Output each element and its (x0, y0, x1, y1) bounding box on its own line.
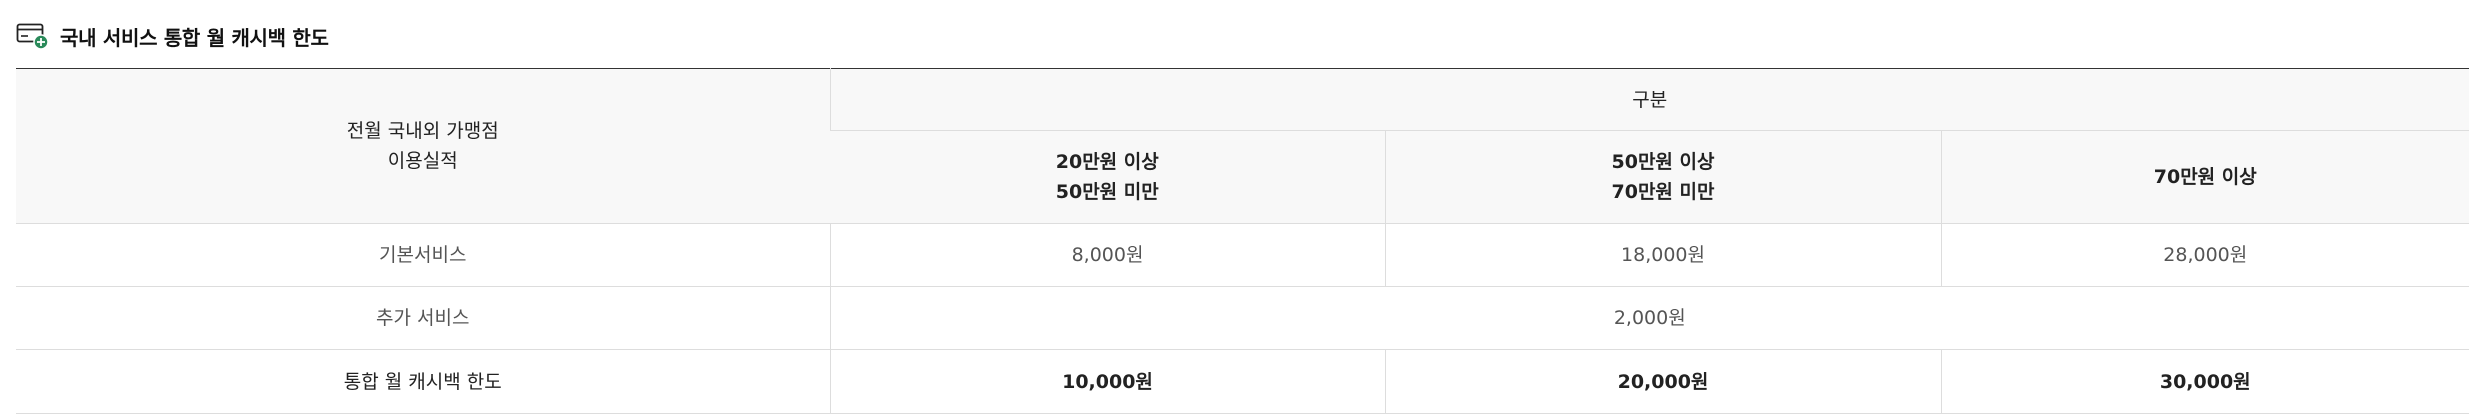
tier-3-line1: 70만원 이상 (2153, 166, 2257, 188)
cell-total-tier3: 30,000원 (1940, 349, 2469, 414)
cell-basic-tier2: 18,000원 (1384, 223, 1941, 287)
cell-additional-merged: 2,000원 (829, 286, 2469, 350)
section-header: 국내 서비스 통합 월 캐시백 한도 (16, 18, 329, 54)
cell-basic-tier3: 28,000원 (1940, 223, 2469, 287)
tier-1-line2: 50만원 미만 (1055, 181, 1159, 203)
row-label-total: 통합 월 캐시백 한도 (16, 349, 830, 414)
table-row: 기본서비스 8,000원 18,000원 28,000원 (16, 223, 2469, 287)
table-row: 추가 서비스 2,000원 (16, 286, 2469, 350)
cell-total-tier2: 20,000원 (1384, 349, 1941, 414)
tier-1-line1: 20만원 이상 (1055, 151, 1159, 173)
cell-total-tier1: 10,000원 (829, 349, 1385, 414)
row-label-additional: 추가 서비스 (16, 286, 830, 350)
table-header-row: 전월 국내외 가맹점 이용실적 구분 (16, 68, 2469, 224)
table-row: 통합 월 캐시백 한도 10,000원 20,000원 30,000원 (16, 349, 2469, 414)
tier-header-3: 70만원 이상 (1940, 130, 2469, 224)
tier-header-2: 50만원 이상 70만원 미만 (1384, 130, 1941, 224)
tier-2-line2: 70만원 미만 (1611, 181, 1715, 203)
section-title: 국내 서비스 통합 월 캐시백 한도 (60, 25, 329, 50)
row-header-line2: 이용실적 (387, 150, 458, 172)
row-label-basic: 기본서비스 (16, 223, 830, 287)
tier-header-1: 20만원 이상 50만원 미만 (830, 130, 1385, 224)
row-header-line1: 전월 국내외 가맹점 (346, 120, 499, 142)
card-plus-icon (16, 21, 50, 51)
cashback-limit-table: 전월 국내외 가맹점 이용실적 구분 20만원 이상 50만원 미만 50만원 … (16, 68, 2469, 414)
tier-2-line1: 50만원 이상 (1611, 151, 1715, 173)
row-header-cell: 전월 국내외 가맹점 이용실적 (16, 68, 830, 224)
group-header-cell: 구분 (829, 68, 2469, 131)
tier-header-row: 20만원 이상 50만원 미만 50만원 이상 70만원 미만 70만원 이상 (16, 130, 2469, 224)
cell-basic-tier1: 8,000원 (829, 223, 1385, 287)
